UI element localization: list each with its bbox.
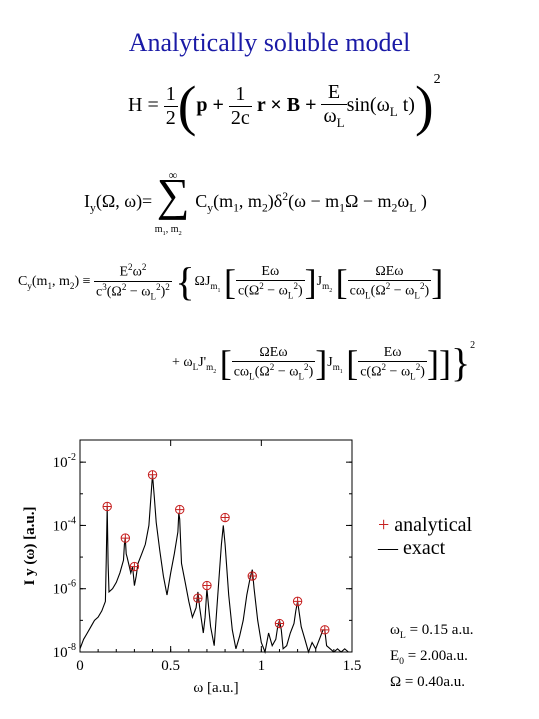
analytical-point-cross-11 — [320, 625, 329, 634]
chart-legend: + analytical — exact — [378, 514, 472, 560]
param-omega: Ω = 0.40a.u. — [390, 674, 466, 690]
analytical-point-1 — [120, 533, 131, 543]
analytical-point-9 — [274, 618, 285, 629]
analytical-point-7 — [220, 512, 230, 523]
analytical-point-3 — [147, 470, 158, 480]
y-tick-label-2: 10-6 — [53, 579, 76, 598]
analytical-point-cross-7 — [221, 513, 230, 522]
analytical-point-cross-10 — [293, 597, 302, 606]
parameter-list: ωL = 0.15 a.u. E0 = 2.00a.u. Ω = 0.40a.u… — [390, 622, 473, 700]
legend-exact: — exact — [378, 537, 446, 559]
analytical-point-8 — [247, 571, 257, 581]
analytical-point-cross-6 — [202, 581, 211, 590]
x-tick-label-0: 0 — [76, 658, 84, 674]
analytical-point-5 — [193, 593, 203, 603]
analytical-point-4 — [175, 504, 185, 515]
x-tick-label-1: 0.5 — [161, 658, 180, 674]
analytical-point-2 — [129, 561, 140, 572]
coefficient-equation-line2: + ωLJ'm2 [ΩEω cωL(Ω2 − ωL2)]Jm1 [Eω c(Ω2 −… — [172, 339, 476, 385]
x-axis-label: ω [a.u.] — [193, 680, 238, 696]
analytical-point-cross-1 — [121, 534, 130, 543]
legend-analytical: + analytical — [378, 514, 473, 536]
y-tick-label-3: 10-8 — [53, 642, 76, 661]
coefficient-equation-line1: Cy(m1, m2) ≡ E2ω2 c3(Ω2 − ωL2)2 {ΩJm1 [Eω… — [18, 259, 444, 304]
slide-title: Analytically soluble model — [128, 28, 411, 57]
param-omega-l: ωL = 0.15 a.u. — [390, 622, 474, 641]
analytical-point-0 — [102, 501, 112, 512]
analytical-point-cross-3 — [148, 470, 157, 479]
analytical-point-11 — [320, 625, 330, 635]
analytical-point-6 — [202, 580, 212, 591]
y-tick-label-0: 10-2 — [53, 452, 76, 471]
x-tick-label-3: 1.5 — [343, 658, 362, 674]
exact-series-line — [79, 474, 352, 654]
plot-frame — [79, 439, 353, 653]
spectrum-equation: Iy(Ω, ω)= ∞ ∑ m1, m2 Cy(m1, m2)δ2(ω − m1… — [84, 168, 427, 237]
x-tick-label-2: 1 — [258, 658, 266, 674]
y-tick-label-1: 10-4 — [53, 515, 76, 534]
spectrum-chart: 0 0.5 1 1.5 10-2 10-4 10-6 10-8 ω [a.u.] I y (ω) … — [22, 439, 362, 696]
param-e0: E0 = 2.00a.u. — [390, 648, 468, 667]
analytical-point-cross-8 — [248, 572, 257, 581]
analytical-point-10 — [292, 596, 303, 607]
analytical-point-cross-9 — [275, 619, 284, 628]
y-axis-label: I y (ω) [a.u.] — [22, 507, 38, 586]
analytical-point-cross-2 — [130, 562, 139, 571]
analytical-point-cross-0 — [103, 502, 112, 511]
analytical-point-cross-4 — [175, 505, 184, 514]
analytical-point-cross-5 — [193, 594, 202, 603]
